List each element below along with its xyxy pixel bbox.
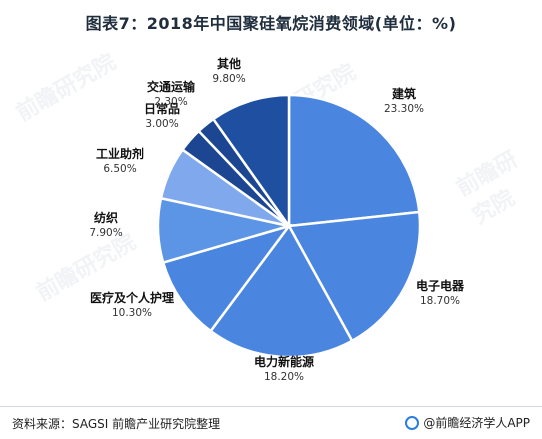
slice-value-label: 18.20%: [264, 371, 304, 383]
pie-slice: [211, 93, 291, 230]
slice-value-label: 9.80%: [212, 73, 245, 85]
source-text: 资料来源：SAGSI 前瞻产业研究院整理: [12, 417, 221, 431]
slice-value-label: 10.30%: [112, 307, 152, 319]
slice-name-label: 电力新能源: [254, 354, 314, 369]
slice-name-label: 建筑: [391, 86, 416, 101]
slice-name-label: 工业助剂: [96, 146, 144, 161]
pie-slice: [287, 93, 421, 228]
slice-name-label: 纺织: [94, 210, 118, 225]
slice-name-label: 电子电器: [416, 278, 465, 293]
slice-name-label: 交通运输: [147, 79, 196, 94]
brand-logo-icon: [405, 415, 420, 430]
pie-slice: [287, 210, 422, 343]
chart-title: 图表7：2018年中国聚硅氧烷消费领域(单位：%): [85, 14, 457, 33]
slice-name-label: 其他: [217, 56, 241, 71]
slice-value-label: 7.90%: [89, 227, 122, 239]
footer-bar: 资料来源：SAGSI 前瞻产业研究院整理 @前瞻经济学人APP: [0, 406, 542, 439]
slice-value-label: 6.50%: [103, 163, 136, 175]
slice-name-label: 医疗及个人护理: [90, 290, 174, 305]
brand-text: @前瞻经济学人APP: [423, 416, 530, 430]
slice-value-label: 2.30%: [154, 96, 187, 108]
slice-name-label: 日常品: [144, 101, 180, 116]
slice-value-label: 23.30%: [384, 103, 424, 115]
slice-value-label: 3.00%: [145, 118, 178, 130]
pie-slice: [208, 223, 354, 359]
brand: @前瞻经济学人APP: [405, 414, 530, 431]
slice-value-label: 18.70%: [420, 295, 460, 307]
pie-slice: [161, 223, 293, 333]
pie-chart: 建筑 23.30% 电子电器 18.70% 电力新能源 18.20% 医疗及个人护理 10.3…: [89, 56, 465, 383]
